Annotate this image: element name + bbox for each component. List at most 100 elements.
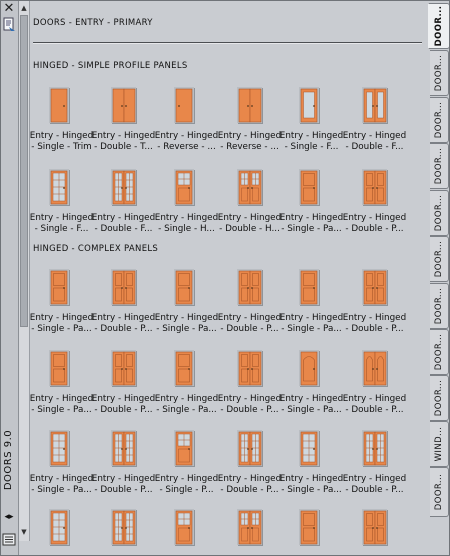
properties-icon[interactable] — [2, 17, 16, 33]
close-icon[interactable]: ✕ — [3, 1, 15, 16]
door-icon — [172, 87, 202, 125]
tool-label: Entry - Hinged — [217, 131, 282, 141]
tool-label: Entry - Hinged — [279, 131, 344, 141]
tool-label: Entry - Hinged — [217, 313, 282, 323]
scroll-down-icon[interactable]: ▼ — [21, 528, 27, 536]
tool-item[interactable] — [92, 509, 155, 555]
tool-label: Entry - Hinged — [154, 213, 219, 223]
tool-item[interactable]: Entry - Hinged - Reverse - ... — [155, 87, 218, 157]
tool-label: - Single - Pa... — [156, 324, 217, 334]
door-icon — [297, 430, 327, 468]
tab-label: DOOR... — [434, 333, 444, 371]
scrollbar-thumb[interactable] — [20, 15, 28, 327]
tool-item[interactable] — [155, 509, 218, 555]
door-icon — [297, 509, 327, 547]
door-icon — [235, 169, 265, 207]
tool-item[interactable]: Entry - Hinged - Single - Pa... — [155, 350, 218, 420]
door-icon — [109, 87, 139, 125]
tab-label: DOOR... — [434, 473, 444, 511]
tool-item[interactable]: Entry - Hinged - Double - F... — [343, 87, 406, 157]
tool-item[interactable]: Entry - Hinged - Single - Pa... — [280, 430, 343, 500]
palette-tab[interactable]: DOOR... — [430, 375, 449, 421]
tool-item[interactable]: Entry - Hinged - Double - P... — [92, 350, 155, 420]
tool-item[interactable]: Entry - Hinged - Double - P... — [218, 350, 281, 420]
tool-label: - Single - F... — [284, 142, 339, 152]
tool-item[interactable] — [343, 509, 406, 555]
palette-tab[interactable]: DOOR... — [430, 143, 449, 189]
tool-item[interactable]: Entry - Hinged - Single - Trim — [30, 87, 93, 157]
palette-tab[interactable]: DOOR... — [428, 3, 449, 49]
tool-label: Entry - Hinged — [91, 313, 156, 323]
door-icon — [360, 87, 390, 125]
tool-item[interactable]: Entry - Hinged - Single - Pa... — [280, 169, 343, 239]
tool-label: Entry - Hinged — [30, 213, 94, 223]
palette-tab[interactable]: DOOR... — [430, 467, 449, 517]
tool-item[interactable]: Entry - Hinged - Double - P... — [92, 430, 155, 500]
tool-item[interactable]: Entry - Hinged - Double - P... — [343, 430, 406, 500]
tool-item[interactable]: Entry - Hinged - Double - P... — [92, 269, 155, 339]
door-icon — [47, 350, 77, 388]
tab-label: DOOR... — [434, 54, 444, 92]
tool-item[interactable]: Entry - Hinged - Double - P... — [343, 269, 406, 339]
tool-item[interactable]: Entry - Hinged - Single - P... — [155, 430, 218, 500]
tool-item[interactable]: Entry - Hinged - Single - Pa... — [155, 269, 218, 339]
door-icon — [47, 87, 77, 125]
tool-label: Entry - Hinged — [91, 394, 156, 404]
tool-item[interactable]: Entry - Hinged - Double - T... — [92, 87, 155, 157]
tool-label: Entry - Hinged — [279, 313, 344, 323]
tool-label: - Single - H... — [158, 224, 215, 234]
door-icon — [235, 87, 265, 125]
tool-label: - Single - F... — [34, 224, 89, 234]
door-icon — [109, 269, 139, 307]
door-icon — [297, 350, 327, 388]
palette-tab[interactable]: DOOR... — [430, 283, 449, 329]
door-icon — [360, 350, 390, 388]
tool-item[interactable]: Entry - Hinged - Double - P... — [218, 430, 281, 500]
tool-label: Entry - Hinged — [154, 131, 219, 141]
header-divider — [33, 42, 422, 44]
palette-tab[interactable]: DOOR... — [430, 50, 449, 96]
palette-tab[interactable]: DOOR... — [430, 329, 449, 375]
tool-item[interactable]: Entry - Hinged - Single - Pa... — [280, 350, 343, 420]
tool-item[interactable] — [30, 509, 93, 555]
palette-tab[interactable]: DOOR... — [430, 97, 449, 143]
tool-label: Entry - Hinged — [154, 313, 219, 323]
palette-tab[interactable]: DOOR... — [430, 190, 449, 236]
palette-tab[interactable]: DOOR... — [430, 236, 449, 282]
palette-title-bar[interactable]: ✕ DOORS 9.0 ◂▸ — [1, 1, 19, 555]
vertical-scrollbar[interactable]: ▲ ▼ — [19, 1, 30, 541]
autohide-icon[interactable]: ◂▸ — [4, 512, 14, 522]
tool-label: - Single - Pa... — [281, 485, 342, 495]
tab-label: DOOR... — [434, 287, 444, 325]
scroll-up-icon[interactable]: ▲ — [21, 4, 27, 12]
tool-item[interactable]: Entry - Hinged - Double - F... — [92, 169, 155, 239]
tool-item[interactable]: Entry - Hinged - Double - P... — [343, 350, 406, 420]
tool-item[interactable]: Entry - Hinged - Single - Pa... — [30, 430, 93, 500]
tool-item[interactable] — [218, 509, 281, 555]
tool-item[interactable]: Entry - Hinged - Single - Pa... — [280, 269, 343, 339]
tool-item[interactable]: Entry - Hinged - Double - P... — [343, 169, 406, 239]
tool-label: Entry - Hinged — [30, 474, 94, 484]
tool-label: - Double - P... — [94, 405, 153, 415]
tool-item[interactable]: Entry - Hinged - Single - F... — [280, 87, 343, 157]
tool-label: Entry - Hinged — [91, 474, 156, 484]
tool-label: Entry - Hinged — [91, 213, 156, 223]
tool-item[interactable] — [280, 509, 343, 555]
tool-item[interactable]: Entry - Hinged - Double - H... — [218, 169, 281, 239]
door-icon — [47, 269, 77, 307]
tool-item[interactable]: Entry - Hinged - Double - P... — [218, 269, 281, 339]
palette-menu-icon[interactable] — [2, 531, 16, 546]
tool-item[interactable]: Entry - Hinged - Single - Pa... — [30, 269, 93, 339]
tool-label: Entry - Hinged — [30, 313, 94, 323]
tool-label: - Double - T... — [94, 142, 153, 152]
tab-label: DOOR... — [434, 5, 444, 47]
tool-label: - Double - P... — [220, 405, 279, 415]
tool-label: - Double - P... — [94, 324, 153, 334]
tool-item[interactable]: Entry - Hinged - Reverse - ... — [218, 87, 281, 157]
tool-item[interactable]: Entry - Hinged - Single - Pa... — [30, 350, 93, 420]
tool-item[interactable]: Entry - Hinged - Single - H... — [155, 169, 218, 239]
tool-item[interactable]: Entry - Hinged - Single - F... — [30, 169, 93, 239]
tool-label: Entry - Hinged — [30, 394, 94, 404]
palette-tab[interactable]: WIND... — [430, 421, 449, 467]
